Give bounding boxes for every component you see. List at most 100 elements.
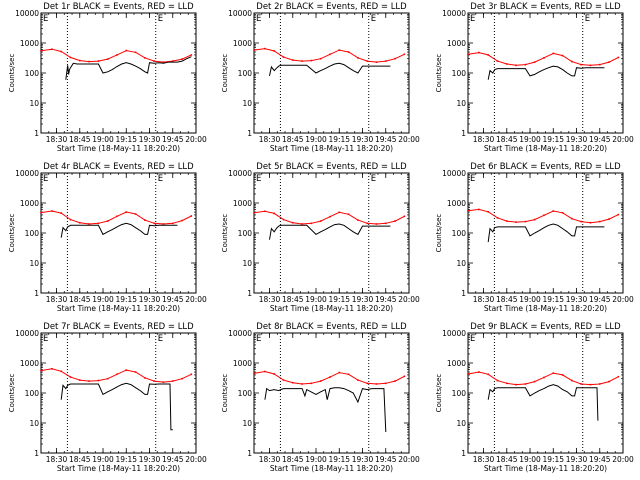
series-line-lld: [467, 371, 619, 386]
y-axis-label: Counts/sec: [435, 54, 443, 93]
lld-point: [329, 376, 331, 378]
lld-point: [524, 383, 527, 385]
y-tick-label: 10000: [442, 169, 466, 178]
y-tick-label: 1000: [447, 199, 466, 208]
plot-frame: [40, 332, 197, 454]
lld-point: [51, 48, 53, 51]
series-line-events: [487, 65, 605, 80]
eclipse-marker-left: E: [43, 334, 48, 344]
y-tick-label: 10000: [15, 169, 39, 178]
lld-point: [384, 60, 387, 62]
lld-point: [162, 61, 165, 63]
x-tick-label: 18:45: [496, 295, 518, 304]
y-axis-label: Counts/sec: [8, 54, 16, 93]
x-axis-label: Start Time (18-May-11 18:20:20): [57, 464, 180, 473]
lld-point: [144, 377, 146, 379]
x-tick-label: 19:00: [305, 295, 327, 304]
lld-point: [190, 373, 193, 376]
y-tick-label: 10: [29, 99, 39, 108]
lld-point: [319, 380, 322, 382]
x-tick-label: 18:45: [282, 135, 304, 144]
lld-point: [403, 215, 406, 218]
lld-point: [134, 51, 137, 54]
lld-point: [552, 372, 555, 374]
lld-point: [144, 57, 146, 59]
y-tick-label: 1: [461, 129, 466, 138]
lld-point: [561, 374, 564, 376]
lld-point: [291, 381, 294, 384]
lld-point: [301, 223, 303, 225]
lld-point: [608, 218, 610, 220]
lld-point: [301, 60, 303, 62]
x-tick-label: 18:45: [69, 135, 91, 144]
lld-point: [69, 56, 72, 59]
lld-point: [153, 380, 155, 382]
lld-point: [394, 57, 396, 60]
y-axis-label: Counts/sec: [8, 214, 16, 253]
lld-point: [571, 217, 573, 220]
lld-point: [171, 60, 174, 62]
x-axis-label: Start Time (18-May-11 18:20:20): [270, 304, 393, 313]
lld-point: [329, 215, 331, 218]
lld-point: [515, 221, 517, 223]
eclipse-marker-left: E: [256, 174, 261, 184]
chart-panel-7: Det 7r BLACK = Events, RED = LLD 1 10 100 10…: [8, 322, 207, 473]
lld-point: [273, 212, 275, 215]
lld-point: [106, 220, 109, 222]
chart-title: Det 1r BLACK = Events, RED = LLD: [43, 2, 194, 12]
y-tick-label: 1000: [233, 359, 252, 368]
lld-point: [598, 63, 601, 66]
lld-point: [366, 60, 368, 62]
plot-frame: [253, 172, 410, 294]
lld-point: [134, 213, 137, 215]
lld-point: [125, 369, 128, 371]
chart-panel-4: Det 4r BLACK = Events, RED = LLD 1 10 100 10…: [8, 162, 207, 313]
chart-title: Det 7r BLACK = Events, RED = LLD: [43, 322, 194, 332]
lld-point: [375, 383, 378, 385]
series-line-lld: [253, 48, 405, 63]
x-tick-label: 19:00: [305, 135, 327, 144]
lld-point: [403, 375, 406, 378]
x-tick-label: 19:45: [375, 295, 397, 304]
lld-point: [253, 372, 255, 375]
eclipse-marker-left: E: [43, 174, 48, 184]
lld-point: [478, 371, 480, 373]
lld-point: [394, 220, 396, 222]
plot-frame: [467, 12, 624, 134]
x-tick-label: 18:45: [69, 295, 91, 304]
lld-point: [264, 370, 266, 373]
lld-point: [589, 383, 592, 386]
y-axis-label: Counts/sec: [221, 54, 229, 93]
series-line-lld: [253, 210, 405, 225]
x-tick-label: 18:45: [69, 455, 91, 464]
lld-point: [533, 218, 536, 221]
x-tick-label: 19:45: [375, 135, 397, 144]
x-tick-label: 20:00: [398, 295, 420, 304]
y-tick-label: 10: [242, 99, 252, 108]
y-tick-label: 100: [452, 229, 467, 238]
y-tick-label: 1: [34, 449, 39, 458]
x-tick-label: 20:00: [612, 455, 634, 464]
x-tick-label: 19:30: [566, 135, 588, 144]
chart-title: Det 2r BLACK = Events, RED = LLD: [256, 2, 407, 12]
eclipse-marker-left: E: [256, 14, 261, 24]
x-axis-label: Start Time (18-May-11 18:20:20): [57, 144, 180, 153]
lld-point: [580, 63, 582, 66]
lld-point: [97, 60, 100, 62]
lld-point: [552, 210, 555, 212]
y-tick-label: 10000: [442, 329, 466, 338]
x-tick-label: 18:30: [46, 135, 68, 144]
x-tick-label: 19:30: [566, 455, 588, 464]
lld-point: [88, 60, 90, 63]
x-tick-label: 18:30: [46, 295, 68, 304]
y-tick-label: 100: [25, 229, 40, 238]
x-tick-label: 20:00: [185, 455, 207, 464]
y-axis-label: Counts/sec: [221, 214, 229, 253]
lld-point: [338, 49, 341, 51]
y-tick-label: 1: [34, 129, 39, 138]
lld-point: [384, 382, 387, 385]
x-axis-label: Start Time (18-May-11 18:20:20): [484, 304, 607, 313]
lld-point: [589, 64, 592, 67]
x-tick-label: 19:30: [352, 295, 374, 304]
